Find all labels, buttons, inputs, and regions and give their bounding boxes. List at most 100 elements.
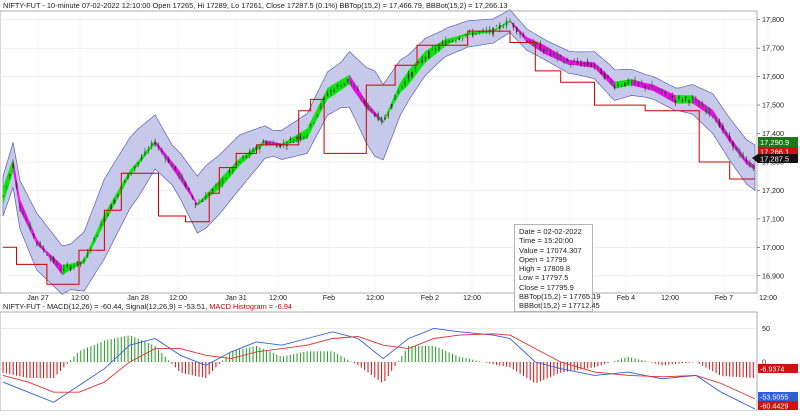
ma-cloud-segment <box>361 93 363 104</box>
ma-cloud-segment <box>97 225 100 238</box>
candle-body <box>323 97 325 100</box>
candle-body <box>681 99 684 102</box>
candle-body <box>242 157 244 158</box>
candle-body <box>357 89 359 91</box>
candle-body <box>319 104 322 109</box>
ma-cloud-segment <box>714 112 717 123</box>
candle-body <box>742 154 744 159</box>
candle-body <box>194 202 197 206</box>
candle-body <box>238 161 241 163</box>
candle-body <box>701 103 704 107</box>
candle-body <box>718 121 721 127</box>
ma-cloud-segment <box>521 32 524 39</box>
ma-cloud-segment <box>607 75 610 84</box>
candle-body <box>252 148 254 152</box>
candle-body <box>340 85 342 88</box>
candle-body <box>127 173 129 180</box>
candle-body <box>177 172 180 177</box>
ma-cloud-segment <box>195 200 198 206</box>
candle-body <box>184 182 187 187</box>
candle-body <box>134 167 136 169</box>
candle-body <box>674 99 677 103</box>
candle-body <box>56 262 58 265</box>
candle-body <box>245 155 248 158</box>
ma-cloud-segment <box>171 161 174 171</box>
candle-body <box>570 63 572 66</box>
candle-body <box>269 142 271 145</box>
candle-body <box>384 117 386 120</box>
candle-body <box>559 55 562 57</box>
ma-cloud-segment <box>449 37 451 44</box>
macd-tag-macd: -60.4429 <box>760 402 788 411</box>
macd-tags: -6.9374 -53.5055 -60.4429 <box>758 364 798 411</box>
candle-body <box>161 151 163 152</box>
candle-body <box>390 103 393 109</box>
tooltip-low: Low = 17797.5 <box>519 273 569 283</box>
candle-body <box>695 99 697 100</box>
ma-cloud-segment <box>95 229 98 241</box>
ma-cloud-segment <box>24 210 27 224</box>
candle-body <box>154 142 156 145</box>
ma-cloud-segment <box>193 197 196 204</box>
candle-body <box>353 85 356 88</box>
ma-cloud-segment <box>342 77 345 89</box>
ma-cloud-segment <box>335 81 338 94</box>
candle-body <box>282 142 285 145</box>
candle-body <box>499 25 501 29</box>
candle-body <box>512 23 515 28</box>
time-axis-label: Feb 4 <box>617 293 635 302</box>
candle-body <box>691 97 694 100</box>
candle-body <box>539 43 542 51</box>
candle-body <box>566 59 569 62</box>
macd-header-hist: MACD Histogram = -6.94 <box>209 302 292 311</box>
candle-body <box>580 63 582 66</box>
ma-cloud-segment <box>354 82 357 95</box>
candle-body <box>79 262 82 264</box>
price-tick-label: 17,200 <box>762 186 784 195</box>
candle-body <box>39 242 41 248</box>
candle-body <box>191 196 194 198</box>
ma-cloud-segment <box>101 217 103 231</box>
candle-body <box>549 52 552 54</box>
ma-cloud-segment <box>65 264 68 274</box>
ma-cloud-segment <box>60 263 63 276</box>
ma-cloud-segment <box>746 159 749 166</box>
candle-body <box>83 259 85 262</box>
ma-cloud-segment <box>401 77 404 92</box>
ma-cloud-segment <box>523 33 526 41</box>
ma-cloud-segment <box>569 59 571 66</box>
ma-cloud-segment <box>80 260 83 265</box>
candle-body <box>2 195 4 197</box>
price-tick-label: 16,900 <box>762 271 784 280</box>
candle-body <box>346 79 349 82</box>
candle-body <box>259 147 261 150</box>
ma-cloud-segment <box>373 109 375 116</box>
candle-body <box>32 233 35 236</box>
ma-cloud-segment <box>320 98 323 113</box>
ma-cloud-segment <box>295 134 298 143</box>
ma-cloud-segment <box>481 30 483 34</box>
ma-cloud-segment <box>138 158 140 166</box>
ma-cloud-segment <box>420 54 423 70</box>
price-tick-label: 17,700 <box>762 44 784 53</box>
candle-body <box>167 159 170 163</box>
candle-body <box>181 176 183 181</box>
candle-body <box>279 143 281 148</box>
ma-cloud-segment <box>724 128 727 138</box>
time-axis-label: Feb 7 <box>715 293 733 302</box>
candle-body <box>336 85 339 86</box>
candle-body <box>380 117 383 123</box>
ma-cloud-segment <box>63 264 66 275</box>
ma-cloud-segment <box>386 109 389 118</box>
candle-body <box>556 53 559 58</box>
ma-cloud-segment <box>232 163 235 174</box>
candle-body <box>502 27 505 28</box>
candle-body <box>428 51 430 58</box>
candle-body <box>475 33 477 35</box>
candle-body <box>708 108 711 114</box>
ma-cloud-segment <box>153 140 156 146</box>
ma-cloud-segment <box>11 157 14 178</box>
macd-tick-label: 50 <box>762 324 770 333</box>
candle-body <box>526 41 528 43</box>
